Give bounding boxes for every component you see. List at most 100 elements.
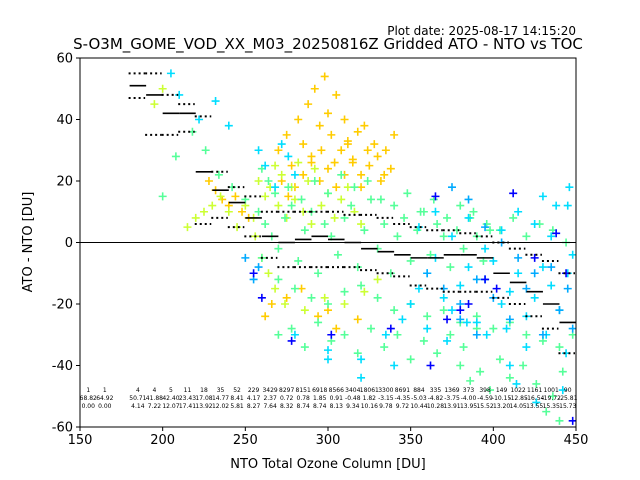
scatter-point (558, 367, 567, 376)
scatter-point (448, 232, 456, 241)
scatter-point (238, 207, 247, 216)
bin-count-label: 1 (103, 387, 107, 394)
scatter-point (509, 189, 518, 198)
bin-count-label: 5 (169, 387, 173, 394)
scatter-point (403, 189, 412, 198)
bin-count-label: 90 (564, 387, 572, 394)
scatter-point (166, 69, 175, 78)
scatter-point (497, 226, 506, 235)
scatter-point (443, 213, 452, 222)
scatter-point (555, 306, 564, 315)
scatter-point (281, 213, 290, 222)
scatter-point (530, 253, 539, 262)
scatter-point (555, 416, 564, 425)
bin-std-label: 12.02 (212, 403, 229, 410)
x-tick-label: 450 (564, 433, 589, 448)
bin-std-label: 10.44 (410, 403, 427, 410)
scatter-point (277, 140, 286, 149)
y-tick-label: 40 (56, 113, 73, 128)
bin-mean-label: 2.37 (263, 395, 277, 402)
scatter-point (464, 195, 473, 204)
scatter-point (337, 170, 346, 179)
scatter-point (376, 195, 385, 204)
scatter-point (324, 164, 332, 173)
scatter-point (433, 220, 442, 229)
scatter-point (357, 170, 366, 179)
bin-std-label: 7.22 (148, 403, 162, 410)
bin-mean-label: 4.17 (247, 395, 261, 402)
scatter-point (443, 315, 452, 324)
bin-mean-label: 8.41 (230, 395, 244, 402)
bin-count-label: 8297 (279, 387, 294, 394)
y-tick-label: 0 (65, 236, 73, 251)
y-tick-label: 20 (56, 175, 73, 190)
scatter-point (456, 281, 465, 290)
scatter-point (271, 161, 280, 170)
scatter-point (333, 250, 342, 259)
y-tick-label: -20 (52, 298, 73, 313)
scatter-point (512, 379, 521, 388)
scatter-point (489, 324, 498, 333)
scatter-point (310, 177, 319, 185)
scatter-point (337, 146, 346, 155)
scatter-point (264, 269, 273, 278)
scatter-point (456, 361, 465, 370)
bin-count-label: 1001 (544, 387, 559, 394)
scatter-point (310, 84, 319, 93)
scatter-point (307, 293, 316, 302)
scatter-point (274, 330, 283, 339)
scatter-point (462, 318, 471, 327)
bin-std-label: 9.72 (396, 403, 410, 410)
scatter-point (565, 183, 574, 192)
scatter-point (398, 315, 407, 324)
scatter-point (548, 392, 557, 401)
scatter-point (216, 192, 225, 201)
scatter-point (370, 140, 379, 149)
scatter-point (514, 269, 523, 278)
scatter-point (324, 300, 332, 308)
scatter-point (363, 146, 372, 155)
scatter-point (324, 109, 332, 118)
scatter-point (522, 343, 531, 352)
scatter-point (423, 269, 432, 278)
bin-mean-label: -25.81 (558, 395, 578, 402)
bin-std-label: 9.34 (346, 403, 360, 410)
bin-count-label: 373 (463, 387, 475, 394)
bin-std-label: 17.41 (179, 403, 196, 410)
x-tick-label: 400 (481, 433, 506, 448)
scatter-point (191, 213, 200, 222)
scatter-point (419, 336, 428, 345)
bin-std-label: 15.73 (559, 403, 576, 410)
bin-std-label: 15.35 (543, 403, 560, 410)
scatter-point (299, 140, 308, 149)
bin-count-label: 52 (233, 387, 241, 394)
scatter-point (287, 336, 296, 345)
scatter-point (271, 284, 280, 293)
scatter-point (439, 306, 448, 315)
scatter-point (505, 361, 514, 370)
scatter-point (340, 330, 349, 339)
scatter-point (330, 158, 339, 167)
scatter-point (310, 164, 319, 173)
scatter-point (530, 293, 539, 302)
scatter-point (324, 189, 332, 198)
scatter-point (320, 72, 329, 81)
scatter-point (363, 177, 372, 185)
bin-mean-label: -10.15 (492, 395, 512, 402)
scatter-point (502, 324, 511, 333)
scatter-point (317, 201, 326, 210)
scatter-point (300, 306, 309, 315)
scatter-point (439, 293, 448, 302)
scatter-point (568, 250, 576, 259)
scatter-point (373, 152, 382, 161)
bin-std-label: 12.07 (162, 403, 179, 410)
scatter-point (472, 318, 481, 327)
bin-mean-label: -16.54 (525, 395, 545, 402)
x-axis-label: NTO Total Ozone Column [DU] (230, 457, 426, 472)
scatter-point (282, 293, 291, 302)
scatter-point (330, 213, 339, 222)
scatter-point (274, 275, 283, 284)
scatter-point (381, 330, 390, 339)
bin-mean-label: -4.82 (428, 395, 444, 402)
scatter-point (547, 232, 556, 241)
